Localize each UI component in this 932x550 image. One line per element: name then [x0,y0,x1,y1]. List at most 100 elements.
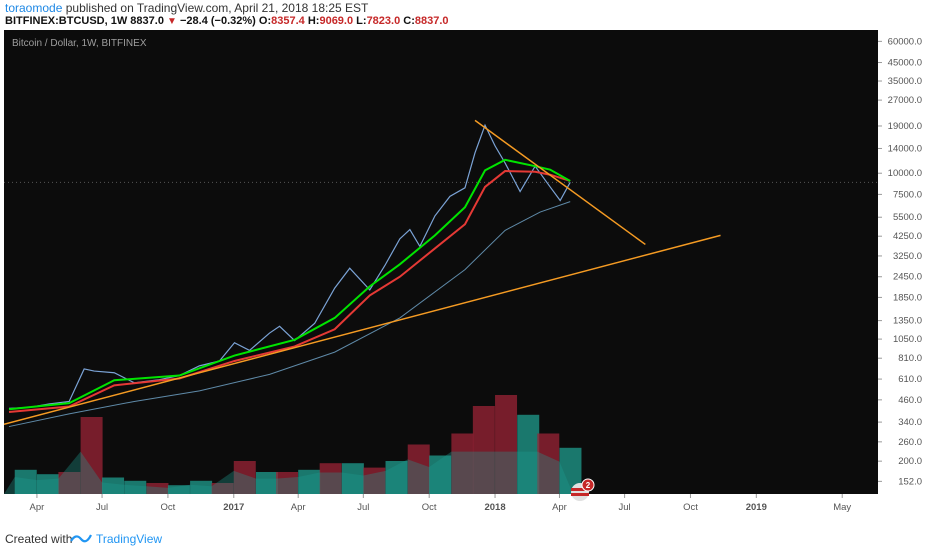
y-tick-label: 14000.0 [888,143,922,154]
x-tick-label: 2019 [746,502,767,513]
x-tick-label: Jul [96,502,108,513]
trend-line[interactable] [4,234,721,426]
footer: Created with TradingView [0,528,932,550]
x-tick-label: May [833,502,851,513]
x-tick-label: Apr [30,502,45,513]
x-tick-label: 2018 [484,502,505,513]
price-chart[interactable]: 60000.0 45000.0 35000.0 27000.0 19000.0 14000… [4,30,932,525]
volume-bar [211,483,234,494]
y-tick-label: 810.0 [898,353,922,364]
chart-plot-area[interactable] [4,30,878,494]
y-tick-label: 2450.0 [893,272,922,283]
published-text: published on TradingView.com, April 21, … [65,1,369,15]
y-tick-label: 5500.0 [893,212,922,223]
volume-bar [190,480,213,494]
events-badge[interactable]: 2 [571,478,595,501]
ma-long-line [8,201,571,428]
y-tick-label: 1850.0 [893,292,922,303]
y-tick-label: 152.0 [898,476,922,487]
indicator-layer [4,119,878,428]
volume-ma-area [4,451,574,494]
volume-bar [80,417,103,494]
low-value: 7823.0 [366,15,401,27]
volume-bar [451,433,474,494]
author-link[interactable]: toraomode [5,1,63,15]
high-value: 9069.0 [319,15,354,27]
volume-bar [495,395,518,494]
trend-line[interactable] [474,119,646,246]
ema-fast-line [8,158,571,411]
x-tick-label: Oct [422,502,437,513]
high-label: H: [307,15,320,27]
axis-labels: 60000.0 45000.0 35000.0 27000.0 19000.0 14000… [30,36,930,513]
y-tick-label: 45000.0 [888,58,922,69]
volume-bar [276,472,299,494]
time-axis[interactable] [4,494,878,525]
y-tick-label: 60000.0 [888,36,922,47]
flag-stripe [571,488,589,491]
y-tick-label: 3250.0 [893,251,922,262]
y-tick-label: 460.0 [898,395,922,406]
last-price: 8837.0 [130,15,164,27]
chart-header: toraomode published on TradingView.com, … [0,0,932,30]
volume-bar [472,406,495,494]
price-axis[interactable] [878,30,932,525]
volume-bar [255,472,278,494]
volume-bar [385,461,408,494]
volume-bar [517,414,540,494]
tradingview-logo-icon[interactable] [70,531,92,545]
x-tick-label: Oct [161,502,176,513]
volume-bar [58,472,81,494]
x-tick-label: Apr [552,502,567,513]
y-tick-label: 4250.0 [893,231,922,242]
x-tick-label: Oct [683,502,698,513]
volume-bar [124,480,147,494]
x-tick-label: 2017 [223,502,244,513]
publication-line: toraomode published on TradingView.com, … [5,1,368,15]
volume-bar [319,463,342,494]
low-label: L: [356,15,367,27]
chart-title: Bitcoin / Dollar, 1W, BITFINEX [12,38,147,49]
price-line [8,123,571,409]
symbol-label: BITFINEX:BTCUSD, 1W [5,15,128,27]
tradingview-brand[interactable]: TradingView [96,532,163,546]
volume-bar [233,461,256,494]
created-with-text: Created with [5,532,73,546]
ema-slow-line [8,170,571,413]
y-tick-label: 10000.0 [888,168,922,179]
x-tick-label: Apr [291,502,306,513]
ohlc-line: BITFINEX:BTCUSD, 1W 8837.0 ▼ −28.4 (−0.3… [5,15,449,27]
y-tick-label: 1050.0 [893,334,922,345]
open-value: 8357.4 [271,15,305,27]
volume-bar [429,455,452,494]
volume-bar [363,467,386,494]
volume-bar [298,469,321,494]
y-tick-label: 7500.0 [893,189,922,200]
y-tick-label: 260.0 [898,437,922,448]
volume-bar [36,474,59,494]
volume-layer [4,395,582,494]
volume-bar [14,469,37,494]
volume-bar [146,483,169,494]
triangle-down-icon: ▼ [167,16,177,27]
volume-bar [341,463,364,494]
y-tick-label: 27000.0 [888,95,922,106]
volume-bar [167,485,190,494]
x-tick-label: Jul [357,502,369,513]
badge-count-bg [581,478,595,492]
open-label: O: [258,15,272,27]
close-value: 8837.0 [414,15,449,27]
volume-bar [407,444,430,494]
x-tick-label: Jul [619,502,631,513]
flag-stripe [571,493,589,496]
y-tick-label: 340.0 [898,417,922,428]
last-price-marker [878,176,930,189]
y-tick-label: 19000.0 [888,121,922,132]
volume-bar [537,433,560,494]
y-tick-label: 610.0 [898,374,922,385]
y-tick-label: 1350.0 [893,316,922,327]
y-tick-label: 35000.0 [888,76,922,87]
volume-bar [102,477,125,494]
volume-bar [559,447,582,494]
close-label: C: [403,15,415,27]
